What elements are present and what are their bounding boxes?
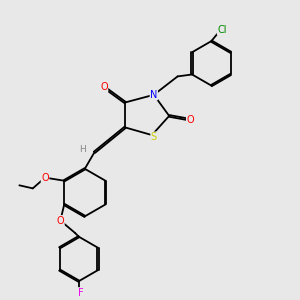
Text: F: F <box>77 288 83 298</box>
Text: S: S <box>151 132 157 142</box>
Text: O: O <box>41 172 49 183</box>
Text: H: H <box>79 145 86 154</box>
Text: N: N <box>150 90 158 100</box>
Text: O: O <box>187 115 194 125</box>
Text: Cl: Cl <box>217 25 227 34</box>
Text: O: O <box>100 82 108 92</box>
Text: O: O <box>57 216 64 226</box>
